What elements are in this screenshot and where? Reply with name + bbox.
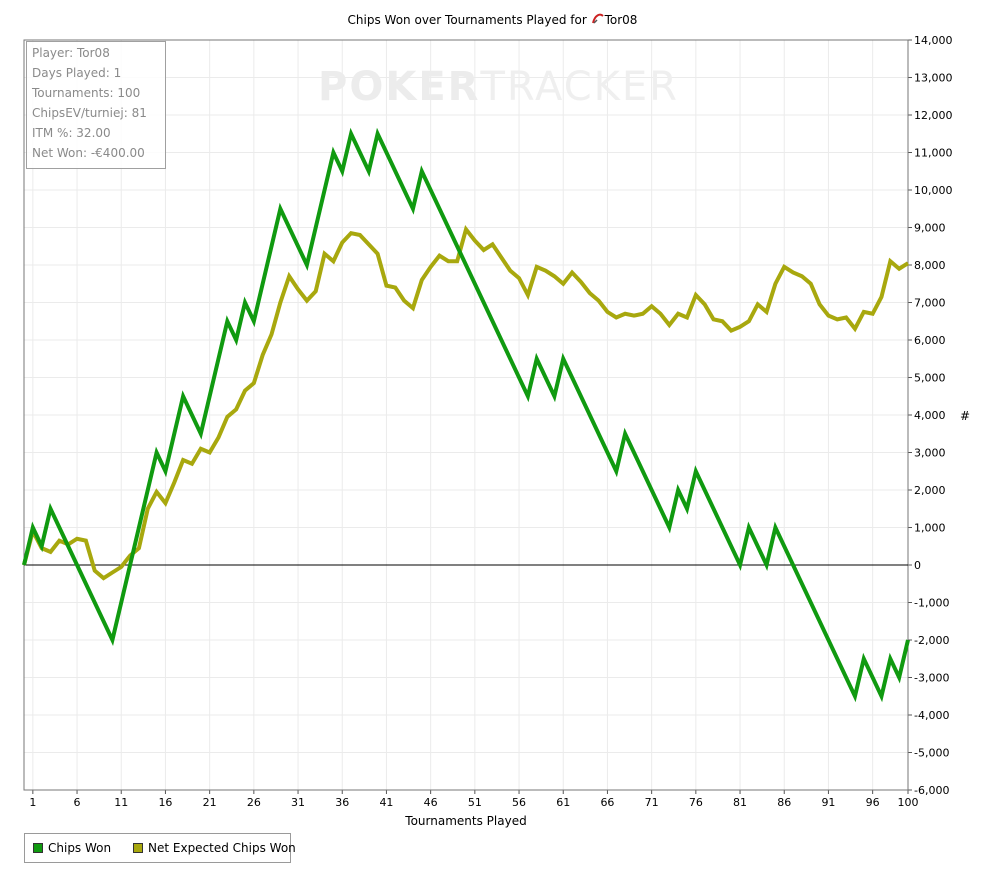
stat-player: Player: Tor08 <box>32 46 110 60</box>
x-tick-label: 6 <box>74 796 81 809</box>
x-tick-label: 31 <box>291 796 305 809</box>
y-tick-label: 6,000 <box>914 334 946 347</box>
stat-chips-ev: ChipsEV/turniej: 81 <box>32 106 147 120</box>
y-tick-label: 4,000 <box>914 409 946 422</box>
x-tick-label: 76 <box>689 796 703 809</box>
x-tick-label: 81 <box>733 796 747 809</box>
y-tick-label: 5,000 <box>914 372 946 385</box>
y-tick-label: 10,000 <box>914 184 953 197</box>
watermark-logo: POKERTRACKER <box>318 64 679 110</box>
y-tick-label: -6,000 <box>914 784 949 797</box>
y-tick-label: 2,000 <box>914 484 946 497</box>
series-lines <box>22 127 910 703</box>
x-tick-label: 41 <box>379 796 393 809</box>
stat-days-played: Days Played: 1 <box>32 66 122 80</box>
legend-item-chips-won[interactable]: Chips Won <box>33 841 111 855</box>
tick-labels: 14,00013,00012,00011,00010,0009,0008,000… <box>29 34 952 809</box>
plot-frame <box>23 39 909 791</box>
y-tick-label: 7,000 <box>914 297 946 310</box>
y-tick-label: -2,000 <box>914 634 949 647</box>
x-tick-label: 66 <box>600 796 614 809</box>
player-site-icon <box>591 13 605 28</box>
series-line-net-expected-chips-won <box>22 225 910 581</box>
y-tick-label: 14,000 <box>914 34 953 47</box>
legend-swatch-chips-won <box>33 843 43 853</box>
y-tick-label: 11,000 <box>914 147 953 160</box>
x-tick-label: 100 <box>898 796 919 809</box>
y-tick-label: -1,000 <box>914 597 949 610</box>
chart-title-text: Chips Won over Tournaments Played for <box>347 13 587 27</box>
y-tick-label: 8,000 <box>914 259 946 272</box>
y-tick-label: 1,000 <box>914 522 946 535</box>
y-tick-label: 0 <box>914 559 921 572</box>
y-tick-label: 13,000 <box>914 72 953 85</box>
y-tick-label: -4,000 <box>914 709 949 722</box>
x-tick-label: 16 <box>158 796 172 809</box>
x-tick-label: 96 <box>866 796 880 809</box>
legend-item-net-expected[interactable]: Net Expected Chips Won <box>133 841 296 855</box>
stat-net-won: Net Won: -€400.00 <box>32 146 145 160</box>
x-tick-label: 1 <box>29 796 36 809</box>
series-line-chips-won <box>22 127 910 703</box>
legend-label-net-expected: Net Expected Chips Won <box>148 841 296 855</box>
x-tick-label: 71 <box>645 796 659 809</box>
x-tick-label: 11 <box>114 796 128 809</box>
legend-label-chips-won: Chips Won <box>48 841 112 855</box>
y-tick-label: -5,000 <box>914 747 949 760</box>
y-tick-label: 3,000 <box>914 447 946 460</box>
stat-itm: ITM %: 32.00 <box>32 126 111 140</box>
y-tick-label: 9,000 <box>914 222 946 235</box>
x-tick-label: 21 <box>203 796 217 809</box>
legend-swatch-net-expected <box>133 843 143 853</box>
x-tick-label: 61 <box>556 796 570 809</box>
x-tick-label: 46 <box>424 796 438 809</box>
x-tick-label: 86 <box>777 796 791 809</box>
axes <box>23 39 912 794</box>
x-tick-label: 36 <box>335 796 349 809</box>
stats-box: Player: Tor08 Days Played: 1 Tournaments… <box>26 41 166 169</box>
x-tick-label: 51 <box>468 796 482 809</box>
y-tick-label: 12,000 <box>914 109 953 122</box>
x-tick-label: 26 <box>247 796 261 809</box>
x-tick-label: 91 <box>821 796 835 809</box>
legend: Chips Won Net Expected Chips Won <box>24 833 296 863</box>
y-tick-label: -3,000 <box>914 672 949 685</box>
chart-title: Chips Won over Tournaments Played for To… <box>0 13 985 28</box>
y-axis-label: # <box>960 409 971 423</box>
chart-title-player: Tor08 <box>604 13 638 27</box>
x-axis-label: Tournaments Played <box>405 814 527 828</box>
x-tick-label: 56 <box>512 796 526 809</box>
stat-tournaments: Tournaments: 100 <box>32 86 141 100</box>
